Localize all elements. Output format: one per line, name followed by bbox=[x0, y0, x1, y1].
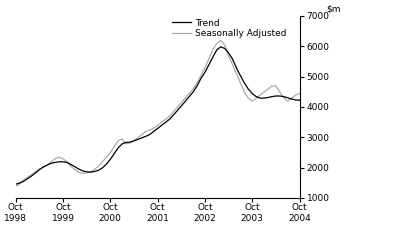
Text: $m: $m bbox=[327, 4, 341, 13]
Legend: Trend, Seasonally Adjusted: Trend, Seasonally Adjusted bbox=[172, 19, 287, 38]
